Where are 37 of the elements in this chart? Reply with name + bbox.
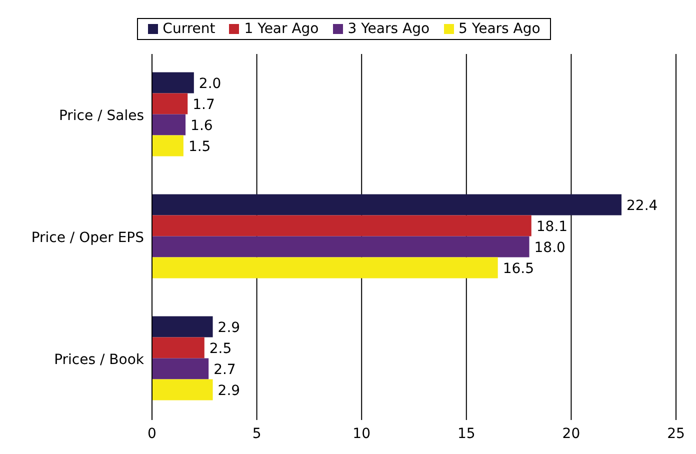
data-label: 18.1 [536,218,568,235]
data-label: 1.6 [190,118,213,134]
legend-label: 5 Years Ago [458,21,540,37]
bar [152,135,184,156]
x-tick-label: 0 [148,426,156,442]
legend-label: 3 Years Ago [346,21,430,37]
data-label: 22.4 [626,198,658,214]
bar [152,358,209,380]
data-label: 2.9 [218,320,240,336]
y-tick-label: Price / Sales [58,108,144,124]
bar [152,379,213,400]
data-label: 18.0 [534,240,566,256]
bar [152,236,530,258]
y-tick-label: Price / Oper EPS [31,230,144,246]
data-label: 2.7 [214,362,236,378]
data-label: 2.5 [209,340,232,357]
x-tick-label: 25 [667,426,685,442]
data-label: 2.9 [218,382,240,399]
y-tick-label: Prices / Book [54,352,145,368]
bar [152,215,532,236]
bar [152,93,188,114]
data-label: 16.5 [502,260,534,277]
x-tick-label: 5 [252,426,262,442]
bar [152,114,186,136]
bar [152,316,213,338]
data-label: 2.0 [198,76,222,92]
data-label: 1.5 [188,138,211,155]
bar [152,337,204,358]
x-tick-label: 20 [562,426,580,442]
legend-label: 1 Year Ago [243,21,319,37]
data-label: 1.7 [192,96,215,113]
bar [152,194,622,216]
x-tick-label: 10 [352,426,371,442]
bar [152,257,498,278]
x-tick-label: 15 [457,426,476,442]
bar [152,72,194,94]
legend-label: Current [162,21,216,37]
